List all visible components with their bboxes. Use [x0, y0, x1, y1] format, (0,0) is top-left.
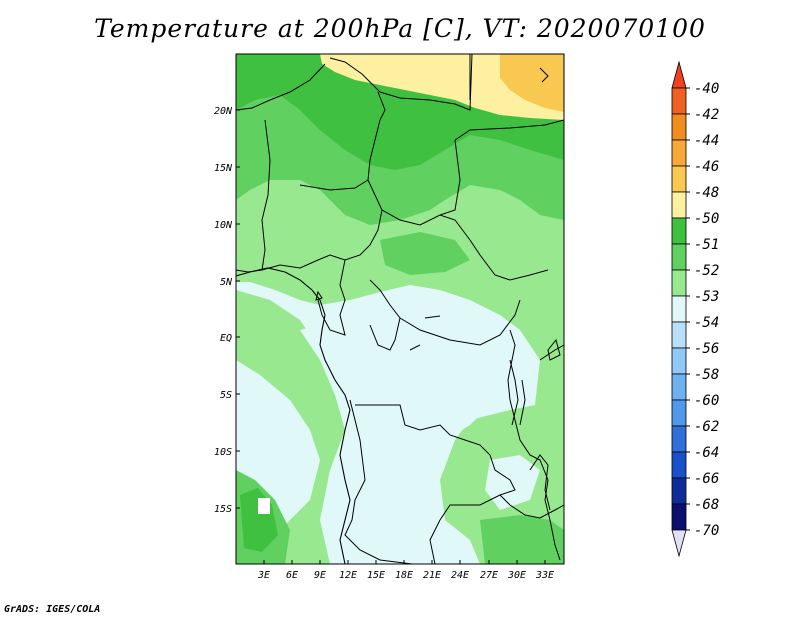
legend-label: -54	[694, 315, 719, 331]
legend-label: -50	[694, 211, 719, 227]
lakes	[315, 67, 561, 511]
lat-label: 20N	[214, 106, 233, 117]
lon-label: 24E	[451, 570, 469, 581]
lat-label: 5N	[220, 277, 233, 288]
lat-label: 15S	[214, 504, 232, 515]
temperature-field-52-b	[380, 232, 470, 275]
legend-swatch	[671, 269, 687, 297]
lat-label: 5S	[220, 390, 232, 401]
legend-swatch	[671, 477, 687, 505]
legend-label: -46	[694, 159, 719, 175]
temperature-field-54-central	[300, 318, 500, 564]
legend-swatch	[671, 529, 687, 558]
lat-ticks	[236, 109, 240, 509]
legend-swatch	[671, 321, 687, 349]
legend-swatch	[671, 373, 687, 401]
map-frame	[235, 53, 565, 565]
temperature-field-52-se	[480, 515, 564, 564]
legend-label: -58	[694, 367, 719, 383]
legend-label: -66	[694, 471, 719, 487]
lat-label: 10S	[214, 447, 232, 458]
legend-label: -56	[694, 341, 719, 357]
legend-label: -42	[694, 107, 719, 123]
legend-swatch	[671, 347, 687, 375]
legend-swatch	[671, 217, 687, 245]
legend-label: -51	[694, 237, 719, 253]
legend-swatch	[671, 451, 687, 479]
lon-ticks	[263, 560, 546, 564]
legend-swatch	[671, 191, 687, 219]
lon-label: 12E	[339, 570, 357, 581]
temperature-field-48	[500, 54, 564, 112]
lon-label: 9E	[314, 570, 326, 581]
legend-swatch	[671, 425, 687, 453]
map-title: Temperature at 200hPa [C], VT: 202007010…	[94, 14, 706, 43]
legend-swatch	[671, 139, 687, 167]
lon-label: 6E	[286, 570, 298, 581]
legend-swatch	[671, 295, 687, 323]
legend-label: -44	[694, 133, 719, 149]
map-panel	[236, 54, 564, 564]
lat-axis: 20N 15N 10N 5N EQ 5S 10S 15S	[214, 106, 233, 515]
legend-label: -53	[694, 289, 719, 305]
coastline	[236, 267, 351, 564]
lon-label: 21E	[423, 570, 441, 581]
legend-swatch	[671, 399, 687, 427]
legend-swatch	[671, 113, 687, 141]
lat-label: 10N	[214, 220, 233, 231]
legend-swatch	[671, 60, 687, 89]
legend-swatch	[671, 503, 687, 531]
legend-label: -52	[694, 263, 719, 279]
temperature-field-sw-patch	[258, 498, 270, 514]
lon-axis: 3E 6E 9E 12E 15E 18E 21E 24E 27E 30E 33E	[257, 570, 554, 581]
color-legend: -40 -42 -44 -46 -48 -50 -51 -52 -53 -54 -56 -58 -60 -…	[671, 60, 719, 558]
grads-credit: GrADS: IGES/COLA	[4, 604, 101, 615]
legend-label: -68	[694, 497, 719, 513]
lat-label: EQ	[220, 333, 232, 344]
legend-label: -62	[694, 419, 719, 435]
lat-label: 15N	[214, 163, 233, 174]
legend-label: -60	[694, 393, 719, 409]
lon-label: 27E	[480, 570, 498, 581]
legend-label: -40	[694, 81, 719, 97]
temperature-field-54-east	[485, 455, 540, 510]
lon-label: 30E	[507, 570, 526, 581]
legend-label: -48	[694, 185, 719, 201]
lon-label: 18E	[395, 570, 413, 581]
legend-swatch	[671, 165, 687, 193]
lon-label: 3E	[257, 570, 270, 581]
legend-label: -64	[694, 445, 719, 461]
lon-label: 33E	[535, 570, 554, 581]
legend-swatch	[671, 243, 687, 271]
country-borders	[236, 54, 564, 564]
legend-label: -70	[694, 523, 719, 539]
lon-label: 15E	[367, 570, 385, 581]
legend-swatch	[671, 87, 687, 115]
